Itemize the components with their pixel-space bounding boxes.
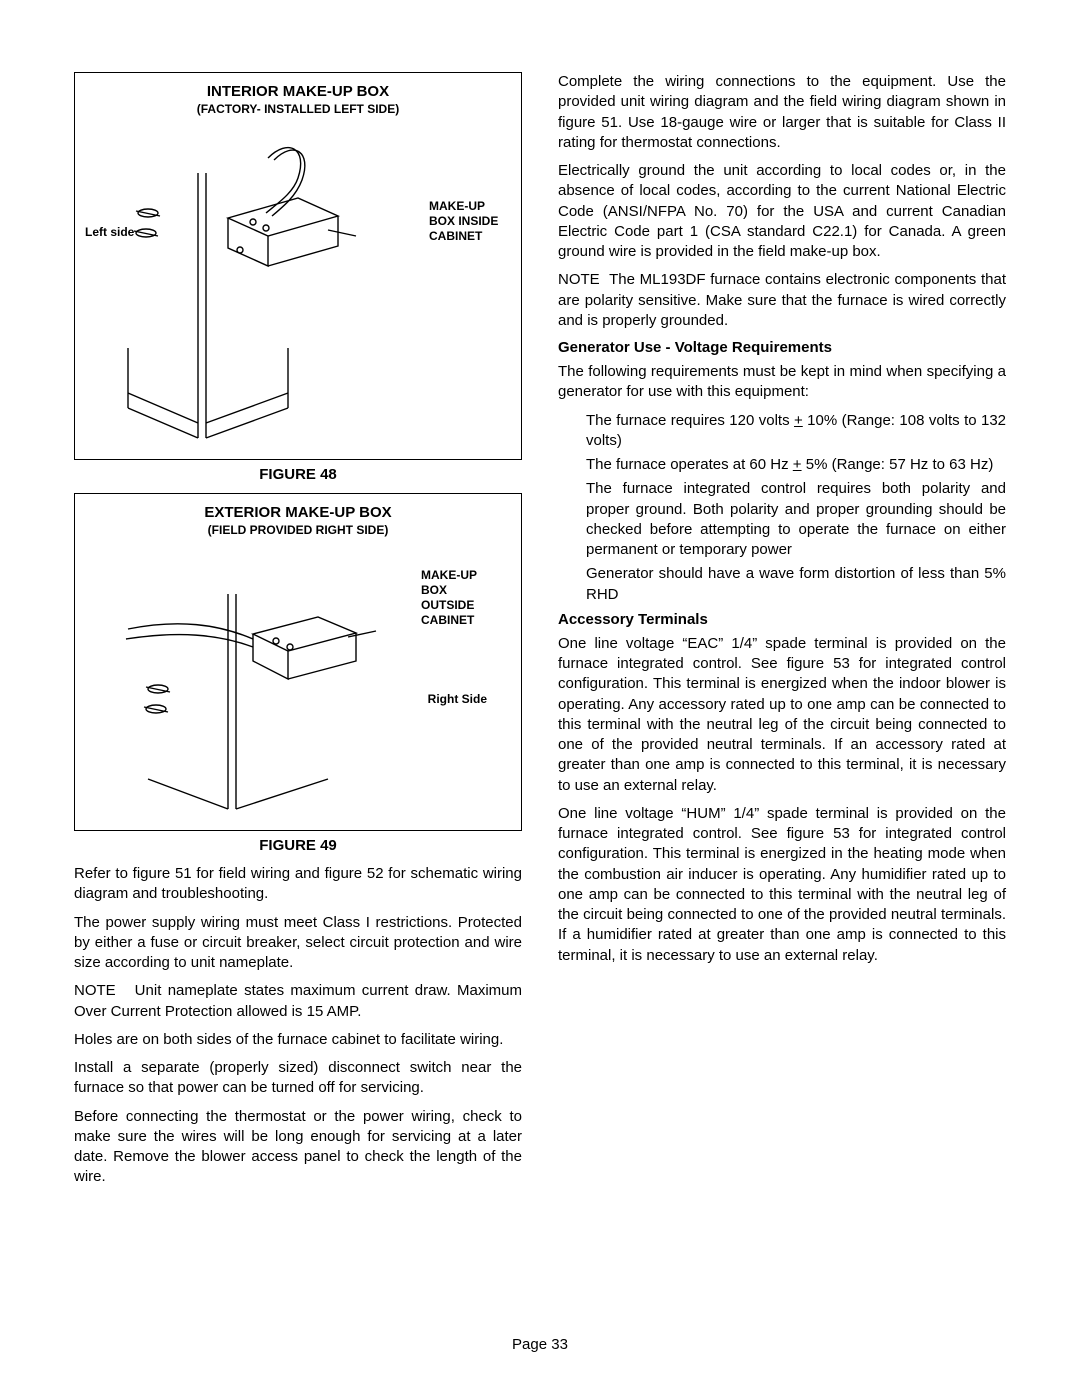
left-column: INTERIOR MAKE-UP BOX (FACTORY- INSTALLED… — [74, 72, 522, 1196]
bullet-3: The furnace integrated control requires … — [586, 479, 1006, 560]
figure-49-subtitle: (FIELD PROVIDED RIGHT SIDE) — [83, 523, 513, 537]
subhead-accessory: Accessory Terminals — [558, 611, 1006, 628]
figure-48-box: INTERIOR MAKE-UP BOX (FACTORY- INSTALLED… — [74, 72, 522, 460]
right-para-2: Electrically ground the unit according t… — [558, 161, 1006, 262]
bullet-4: Generator should have a wave form distor… — [586, 564, 1006, 605]
left-para-4: Holes are on both sides of the furnace c… — [74, 1030, 522, 1050]
bullet-2a: The furnace operates at 60 Hz — [586, 456, 793, 473]
left-para-1: Refer to figure 51 for field wiring and … — [74, 864, 522, 905]
left-para-6: Before connecting the thermostat or the … — [74, 1107, 522, 1188]
figure-48-left-label: Left side — [85, 225, 134, 239]
left-para-2: The power supply wiring must meet Class … — [74, 913, 522, 974]
figure-49-title: EXTERIOR MAKE-UP BOX — [83, 504, 513, 521]
bullet-1a: The furnace requires 120 volts — [586, 412, 794, 429]
right-para-1: Complete the wiring connections to the e… — [558, 72, 1006, 153]
page-number: Page 33 — [0, 1336, 1080, 1353]
right-para-3: NOTE The ML193DF furnace contains electr… — [558, 270, 1006, 331]
left-para-5: Install a separate (properly sized) disc… — [74, 1058, 522, 1099]
generator-bullets: The furnace requires 120 volts + 10% (Ra… — [558, 411, 1006, 605]
bullet-2: The furnace operates at 60 Hz + 5% (Rang… — [586, 455, 1006, 475]
bullet-2b: 5% (Range: 57 Hz to 63 Hz) — [802, 456, 994, 473]
figure-48-caption: FIGURE 48 — [74, 466, 522, 483]
figure-48-diagram — [88, 118, 508, 448]
subhead-generator: Generator Use - Voltage Requirements — [558, 339, 1006, 356]
figure-48-callout: MAKE-UPBOX INSIDECABINET — [429, 199, 511, 244]
figure-49-box: EXTERIOR MAKE-UP BOX (FIELD PROVIDED RIG… — [74, 493, 522, 831]
figure-49-right-label: Right Side — [428, 692, 487, 707]
right-para-4: The following requirements must be kept … — [558, 362, 1006, 403]
figure-48-title: INTERIOR MAKE-UP BOX — [83, 83, 513, 100]
figure-48-subtitle: (FACTORY- INSTALLED LEFT SIDE) — [83, 102, 513, 116]
bullet-1: The furnace requires 120 volts + 10% (Ra… — [586, 411, 1006, 452]
figure-49-callout: MAKE-UPBOXOUTSIDECABINET — [421, 568, 501, 628]
right-para-5: One line voltage “EAC” 1/4” spade termin… — [558, 634, 1006, 796]
left-para-3: NOTE Unit nameplate states maximum curre… — [74, 981, 522, 1022]
right-column: Complete the wiring connections to the e… — [558, 72, 1006, 1196]
figure-49-caption: FIGURE 49 — [74, 837, 522, 854]
plus-minus-2: + — [793, 456, 802, 473]
plus-minus-1: + — [794, 412, 803, 429]
right-para-6: One line voltage “HUM” 1/4” spade termin… — [558, 804, 1006, 966]
